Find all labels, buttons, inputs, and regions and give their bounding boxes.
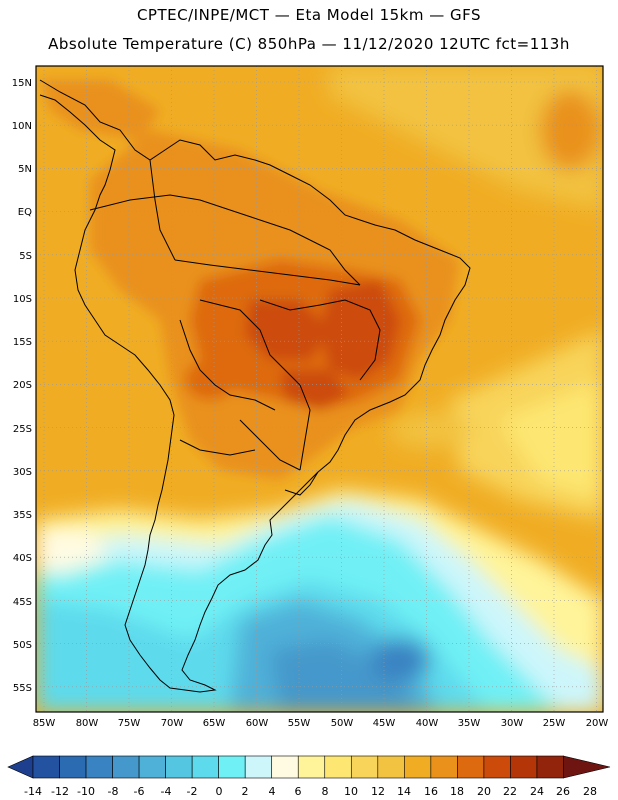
- lat-label: 45S: [13, 597, 32, 608]
- colorbar-swatch: [191, 755, 219, 779]
- lat-label: 5S: [19, 251, 32, 262]
- colorbar-swatch: [218, 755, 246, 779]
- lon-label: 70W: [161, 718, 184, 729]
- colorbar-label: 4: [269, 785, 276, 798]
- colorbar-label: -4: [161, 785, 172, 798]
- colorbar-swatch: [483, 755, 511, 779]
- lat-label: EQ: [18, 207, 32, 218]
- lon-label: 25W: [543, 718, 566, 729]
- colorbar-swatch: [510, 755, 538, 779]
- colorbar-label: 0: [216, 785, 223, 798]
- colorbar-label: 14: [397, 785, 411, 798]
- colorbar-swatch: [165, 755, 193, 779]
- lat-label: 10N: [12, 121, 32, 132]
- colorbar-labels: -14 -12 -10 -8 -6 -4 -2 0 2 4 6 8 10 12 …: [24, 785, 597, 798]
- colorbar-swatch: [377, 755, 405, 779]
- plot-frame: [35, 65, 604, 713]
- lon-label: 45W: [373, 718, 396, 729]
- lon-label: 40W: [416, 718, 439, 729]
- colorbar-max-arrow: [563, 755, 611, 779]
- colorbar-swatch: [138, 755, 166, 779]
- colorbar-swatch: [324, 755, 352, 779]
- lon-label: 85W: [33, 718, 56, 729]
- colorbar-swatch: [112, 755, 140, 779]
- colorbar-swatch: [536, 755, 564, 779]
- lon-label: 80W: [76, 718, 99, 729]
- colorbar-label: 22: [503, 785, 517, 798]
- colorbar-label: 6: [295, 785, 302, 798]
- lat-label: 15S: [13, 337, 32, 348]
- colorbar-label: 8: [322, 785, 329, 798]
- map-title-line-2: Absolute Temperature (C) 850hPa — 11/12/…: [48, 35, 570, 53]
- lat-label: 15N: [12, 78, 32, 89]
- colorbar-swatch: [430, 755, 458, 779]
- lat-label: 20S: [13, 380, 32, 391]
- colorbar-label: 20: [477, 785, 491, 798]
- coastline: [39, 79, 471, 693]
- lat-label: 40S: [13, 553, 32, 564]
- colorbar-label: 10: [344, 785, 358, 798]
- map-title-line-1: CPTEC/INPE/MCT — Eta Model 15km — GFS: [136, 6, 482, 24]
- lat-label: 25S: [13, 424, 32, 435]
- lon-label: 65W: [203, 718, 226, 729]
- lon-label: 35W: [458, 718, 481, 729]
- colorbar-label: 24: [530, 785, 544, 798]
- colorbar-swatch: [244, 755, 273, 779]
- colorbar-label: -14: [24, 785, 42, 798]
- lat-label: 30S: [13, 467, 32, 478]
- colorbar-swatch: [457, 755, 485, 779]
- lat-label: 50S: [13, 640, 32, 651]
- colorbar-swatch: [350, 755, 379, 779]
- lat-label: 35S: [13, 510, 32, 521]
- colorbar-swatch: [32, 755, 60, 779]
- colorbar-label: 16: [424, 785, 438, 798]
- colorbar-swatch: [271, 755, 299, 779]
- colorbar-label: -8: [108, 785, 119, 798]
- lon-label: 50W: [331, 718, 354, 729]
- graticule: [36, 66, 603, 712]
- lat-label: 5N: [18, 164, 32, 175]
- colorbar-label: -2: [187, 785, 198, 798]
- lon-label: 60W: [246, 718, 269, 729]
- latitude-labels: 15N 10N 5N EQ 5S 10S 15S 20S 25S 30S 35S…: [12, 78, 32, 694]
- colorbar-label: -6: [134, 785, 145, 798]
- colorbar-swatch: [59, 755, 87, 779]
- colorbar-swatch: [85, 755, 113, 779]
- lon-label: 55W: [288, 718, 311, 729]
- colorbar: [7, 755, 611, 779]
- colorbar-swatch: [297, 755, 326, 779]
- lon-label: 30W: [501, 718, 524, 729]
- colorbar-min-arrow: [7, 755, 34, 779]
- colorbar-label: 26: [556, 785, 570, 798]
- lon-label: 75W: [118, 718, 141, 729]
- colorbar-label: 2: [242, 785, 249, 798]
- lat-label: 10S: [13, 294, 32, 305]
- lat-label: 55S: [13, 683, 32, 694]
- longitude-labels: 85W 80W 75W 70W 65W 60W 55W 50W 45W 40W …: [33, 718, 609, 729]
- colorbar-label: 12: [371, 785, 385, 798]
- colorbar-label: 18: [450, 785, 464, 798]
- colorbar-swatch: [404, 755, 432, 779]
- colorbar-label: -12: [51, 785, 69, 798]
- colorbar-label: -10: [77, 785, 95, 798]
- lon-label: 20W: [586, 718, 609, 729]
- colorbar-label: 28: [583, 785, 597, 798]
- temperature-field: [36, 66, 603, 712]
